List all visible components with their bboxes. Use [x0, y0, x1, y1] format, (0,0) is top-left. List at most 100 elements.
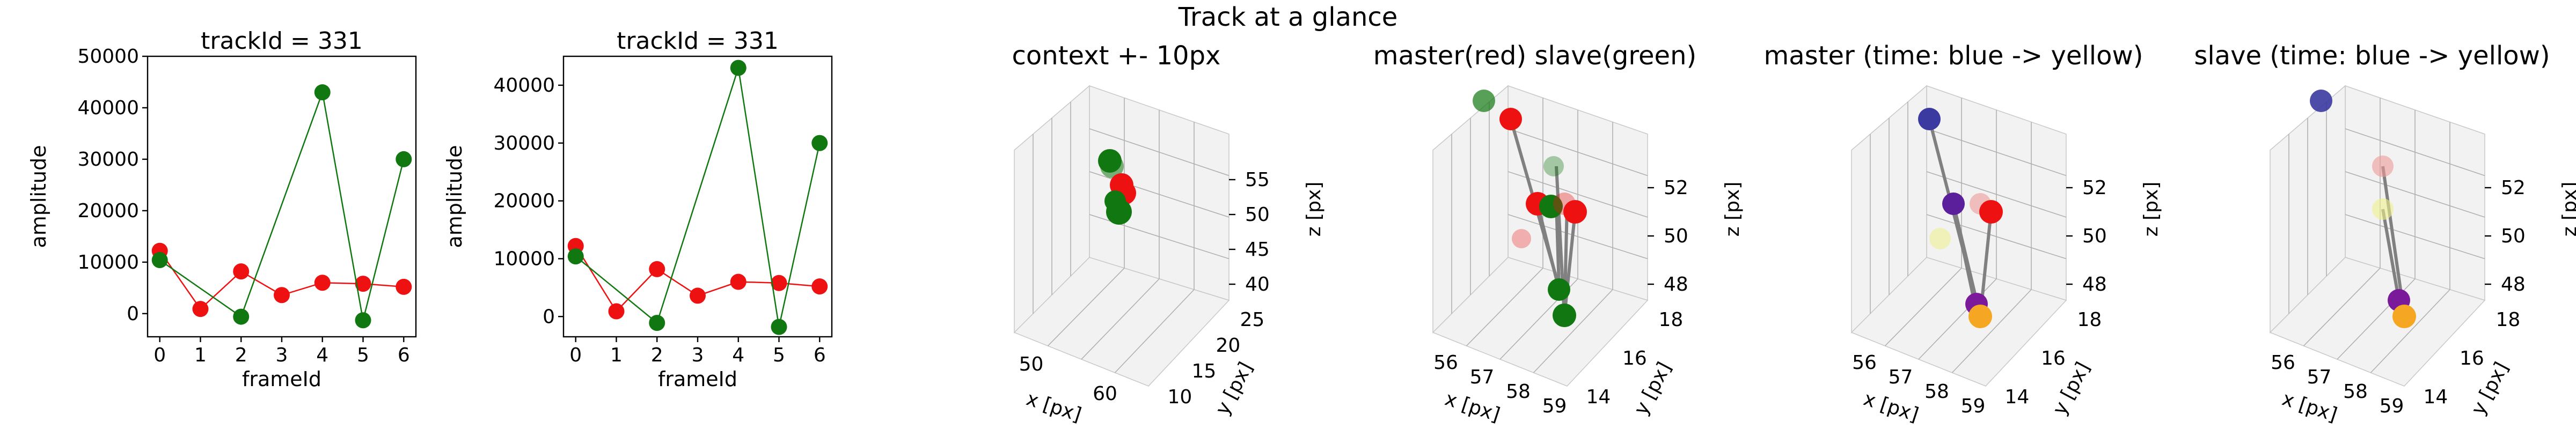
y-tick-label: 30000: [493, 132, 555, 154]
y-tick-label: 10000: [493, 248, 555, 270]
z-tick-label: 52: [2082, 177, 2107, 199]
x-axis-label: x [px]: [1023, 388, 1084, 426]
grid-line: [2370, 289, 2450, 373]
x-tick-label: 4: [316, 344, 328, 366]
x-tick-label: 5: [773, 344, 785, 366]
x-tick-label: 6: [398, 344, 410, 366]
y-tick-label: 15: [1192, 360, 1217, 382]
x-tick-label: 1: [610, 344, 623, 366]
data-point-red: [811, 278, 828, 295]
x-axis-label: x [px]: [1442, 388, 1503, 426]
data-point-green: [649, 315, 665, 331]
grid-line: [1884, 268, 1962, 346]
grid-line: [1047, 268, 1125, 346]
x-tick-label: 59: [2380, 395, 2404, 417]
y-tick-label: 10: [1168, 386, 1192, 408]
floor-pane: [1432, 257, 1649, 387]
master-slave-3d-plot: master(red) slave(green) 48 50 52 z [px] 56 57…: [1373, 41, 1744, 426]
grid-line: [1926, 171, 2067, 218]
z-tick-label: 48: [1664, 273, 1688, 295]
data-point-green: [730, 60, 747, 76]
z-tick-label: 45: [1245, 239, 1270, 261]
x-tick-label: 58: [2343, 381, 2368, 403]
x-tick-label: 0: [153, 344, 166, 366]
slave-point: [2310, 90, 2332, 112]
slave-point: [1539, 195, 1563, 218]
data-point-red: [233, 263, 250, 280]
x-tick-label: 57: [2307, 366, 2332, 388]
y-tick-label: 0: [543, 306, 555, 328]
plot-title: trackId = 331: [617, 27, 779, 55]
y-tick-label: 14: [2005, 386, 2030, 408]
master-point: [1499, 108, 1522, 130]
master-point: [1563, 200, 1587, 224]
x-tick-label: 56: [1852, 352, 1877, 374]
trajectory-line: [2381, 209, 2401, 301]
x-tick-label: 59: [1542, 395, 1567, 417]
y-tick-label: 18: [2496, 309, 2521, 331]
floor-pane: [2269, 257, 2486, 387]
grid-line: [1081, 278, 1160, 360]
x-tick-label: 2: [651, 344, 663, 366]
z-tick-label: 50: [2082, 225, 2107, 247]
y-axis-label: amplitude: [27, 145, 50, 248]
grid-line: [2345, 171, 2485, 218]
z-tick-label: 52: [2501, 177, 2526, 199]
data-point-red: [649, 261, 665, 277]
grid-line: [2303, 268, 2381, 346]
plot-title: master (time: blue -> yellow): [1764, 41, 2143, 71]
grid-line: [1466, 268, 1543, 346]
y-tick-label: 40000: [493, 75, 555, 97]
x-tick-label: 50: [1019, 353, 1044, 375]
x-tick-label: 56: [2271, 352, 2295, 374]
x-axis-label: x [px]: [2279, 388, 2340, 426]
slave-point: [1473, 90, 1495, 112]
x-tick-label: 57: [1889, 366, 1913, 388]
y-tick-label: 16: [2460, 347, 2484, 369]
x-tick-label: 6: [814, 344, 826, 366]
trajectory-line: [1555, 203, 1561, 287]
y-axis-label: y [px]: [1211, 359, 1257, 419]
master-point: [1968, 305, 1992, 328]
master-point: [1929, 228, 1951, 249]
z-tick-label: 50: [1245, 204, 1270, 226]
z-tick-label: 55: [1245, 169, 1270, 191]
x-axis-label: frameId: [658, 367, 737, 391]
y-tick-label: 14: [1586, 386, 1611, 408]
data-point-red: [192, 301, 209, 317]
amplitude-plot-1: trackId = 331 0 1 2 3 4 5 6 0 10000 20000 30000 4000…: [27, 27, 417, 391]
slave-point: [2392, 305, 2416, 328]
x-axis-label: frameId: [242, 367, 321, 391]
plot-title: slave (time: blue -> yellow): [2194, 41, 2550, 71]
x-tick-label: 58: [1924, 381, 1949, 403]
data-point-green: [233, 308, 250, 325]
x-tick-label: 58: [1506, 381, 1531, 403]
trajectory-line: [1952, 203, 1977, 305]
y-axis-label: amplitude: [443, 145, 466, 248]
slave-point: [1553, 304, 1576, 327]
master-point: [1512, 229, 1531, 248]
slave-point: [2372, 198, 2394, 220]
grid-line: [1533, 289, 1613, 373]
grid-line: [1951, 289, 2032, 373]
z-tick-label: 48: [2501, 273, 2526, 295]
slave-point: [2372, 156, 2394, 177]
x-tick-label: 0: [569, 344, 582, 366]
x-tick-label: 5: [357, 344, 369, 366]
y-tick-label: 20000: [493, 190, 555, 212]
z-tick-label: 50: [1664, 225, 1688, 247]
x-tick-label: 2: [235, 344, 247, 366]
z-axis-label: z [px]: [1303, 182, 1325, 237]
y-tick-label: 18: [2077, 309, 2102, 331]
plot-title: context +- 10px: [1012, 41, 1221, 71]
data-point-red: [314, 275, 331, 291]
y-tick-label: 40000: [77, 97, 139, 119]
slave-point: [1548, 278, 1570, 301]
grid-line: [1507, 171, 1648, 218]
data-point-red: [274, 287, 290, 304]
data-point-green: [771, 319, 787, 335]
slave-point: [1104, 190, 1126, 212]
z-axis-label: z [px]: [2140, 182, 2162, 237]
y-tick-label: 18: [1659, 309, 1684, 331]
